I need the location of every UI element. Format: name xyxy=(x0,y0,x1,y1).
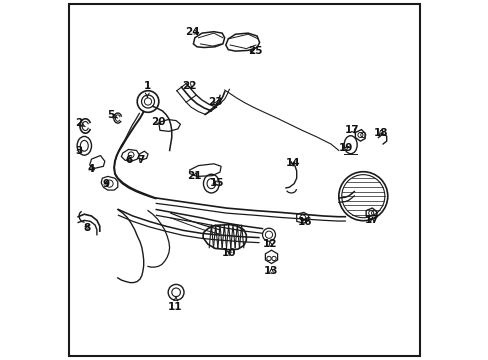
Text: 1: 1 xyxy=(143,81,151,97)
Text: 6: 6 xyxy=(125,155,132,165)
Text: 9: 9 xyxy=(102,179,109,189)
Text: 8: 8 xyxy=(83,222,90,233)
Text: 17: 17 xyxy=(364,215,379,225)
Text: 23: 23 xyxy=(207,96,222,107)
Text: 4: 4 xyxy=(88,164,95,174)
Text: 24: 24 xyxy=(184,27,199,37)
Text: 17: 17 xyxy=(345,125,359,135)
Text: 19: 19 xyxy=(338,143,352,153)
Text: 16: 16 xyxy=(297,217,312,228)
Text: 14: 14 xyxy=(285,158,300,168)
Text: 11: 11 xyxy=(168,296,182,312)
Text: 3: 3 xyxy=(75,146,82,156)
Text: 18: 18 xyxy=(372,128,387,138)
Text: 25: 25 xyxy=(247,46,262,56)
Text: 5: 5 xyxy=(107,110,118,120)
Text: 21: 21 xyxy=(187,171,202,181)
Text: 22: 22 xyxy=(182,81,197,91)
Text: 10: 10 xyxy=(222,248,236,258)
Text: 12: 12 xyxy=(263,239,277,249)
Text: 20: 20 xyxy=(151,117,166,127)
Text: 7: 7 xyxy=(137,155,144,165)
Text: 2: 2 xyxy=(75,118,85,128)
Text: 15: 15 xyxy=(210,178,224,188)
Text: 13: 13 xyxy=(264,266,278,276)
